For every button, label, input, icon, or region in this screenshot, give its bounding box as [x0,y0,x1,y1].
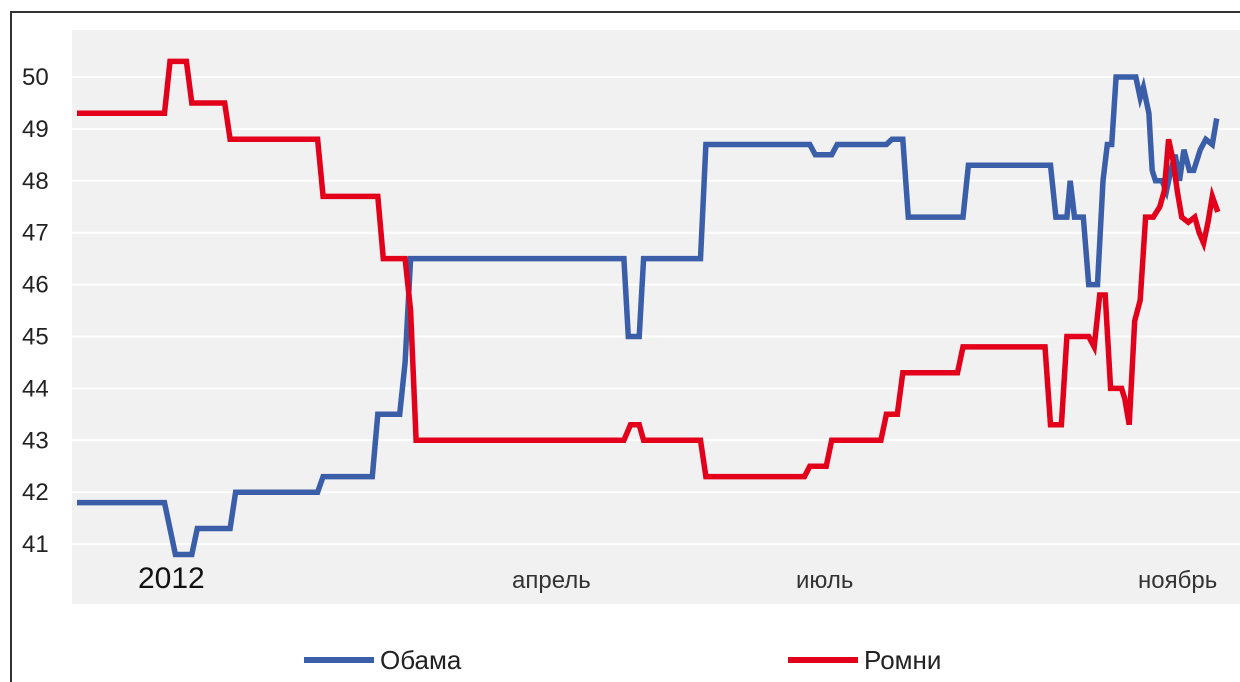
legend-label: Обама [380,645,462,675]
y-tick-label: 49 [22,116,49,143]
gridlines [72,76,1240,546]
y-tick-label: 46 [22,272,49,299]
y-tick-label: 44 [22,375,49,402]
legend-label: Ромни [864,645,941,675]
x-tick-label: ноябрь [1138,567,1217,594]
y-tick-label: 45 [22,324,49,351]
y-axis: 41 42 43 44 45 46 47 48 49 50 [22,64,49,558]
legend: Обама Ромни [304,645,941,675]
x-axis: 2012 апрель июль ноябрь [138,562,1217,595]
series-lines [77,58,1221,558]
plot-area [72,30,1240,604]
y-tick-label: 48 [22,168,49,195]
x-tick-label: июль [796,567,853,594]
y-tick-label: 47 [22,220,49,247]
y-tick-label: 42 [22,479,49,506]
y-tick-label: 43 [22,427,49,454]
y-tick-label: 41 [22,531,49,558]
x-tick-label: апрель [512,567,591,594]
series-line-romney [77,58,1221,480]
y-tick-label: 50 [22,64,49,91]
x-tick-label: 2012 [138,562,205,595]
